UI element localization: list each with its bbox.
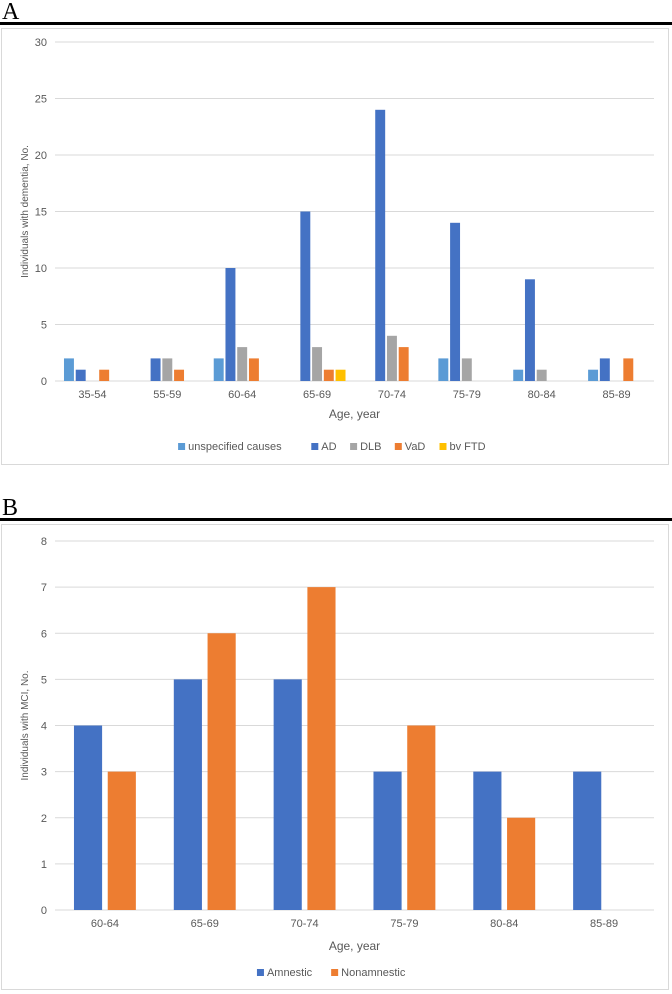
chart-b-y-axis-title: Individuals with MCI, No.	[20, 670, 31, 780]
chart-a-bar	[461, 358, 472, 381]
chart-a-ytick-label: 20	[35, 150, 47, 162]
chart-b-frame: 0 1 2 3 4 5 6 7 8 60-64 65-69 70-74 75-79 80-84 85-89 A…	[1, 524, 669, 990]
chart-a-legend-label: AD	[321, 441, 336, 453]
chart-a-frame: 0 5 10 15 20 25 30 35-54 55-59 60-64 65-69 70-74 75-…	[1, 28, 669, 465]
chart-b-xtick-label: 70-74	[291, 918, 319, 930]
panel-a-rule	[0, 22, 672, 25]
chart-a-bar	[237, 347, 248, 381]
chart-a-legend-swatch	[350, 443, 358, 450]
chart-b: 0 1 2 3 4 5 6 7 8 60-64 65-69 70-74 75-79 80-84 85-89 A…	[20, 536, 654, 979]
chart-b-legend-swatch	[256, 969, 264, 976]
chart-b-bar	[507, 817, 536, 910]
chart-a-bar	[162, 358, 173, 381]
chart-a-bar	[312, 347, 323, 381]
chart-b-ytick-label: 5	[41, 674, 47, 686]
chart-b-legend-label: Nonamnestic	[341, 967, 406, 979]
chart-b-xtick-label: 60-64	[91, 918, 119, 930]
chart-b-xtick-label: 80-84	[490, 918, 518, 930]
chart-a-bar	[300, 211, 311, 381]
panel-b-rule	[0, 518, 672, 521]
chart-a-bar	[524, 279, 535, 381]
chart-b-bar	[207, 633, 236, 910]
chart-a-bar	[623, 358, 634, 381]
chart-a-legend-label: bv FTD	[450, 441, 486, 453]
chart-a-ytick-label: 0	[41, 376, 47, 388]
panel-a-label: A	[2, 0, 20, 25]
chart-a-bar	[588, 369, 599, 381]
chart-b-ytick-label: 8	[41, 536, 47, 548]
chart-a-bar	[213, 358, 224, 381]
chart-a-xtick-label: 55-59	[153, 389, 181, 401]
chart-a-ytick-label: 30	[35, 37, 47, 49]
chart-a-bar	[75, 369, 86, 381]
chart-b-bar	[107, 771, 136, 910]
chart-a-legend-label: DLB	[360, 441, 381, 453]
chart-a-xtick-label: 35-54	[78, 389, 106, 401]
chart-a-xtick-label: 60-64	[228, 389, 256, 401]
chart-b-ytick-label: 7	[41, 582, 47, 594]
chart-a-ytick-label: 5	[41, 320, 47, 332]
chart-a-legend-label: VaD	[405, 441, 426, 453]
chart-b-ytick-label: 1	[41, 859, 47, 871]
chart-a-legend-swatch	[178, 443, 186, 450]
chart-a-bar	[438, 358, 449, 381]
chart-b-xtick-label: 85-89	[590, 918, 618, 930]
chart-a-bar	[513, 369, 524, 381]
chart-b-bar	[373, 771, 402, 910]
chart-a-xtick-label: 75-79	[453, 389, 481, 401]
chart-b-ytick-label: 4	[41, 721, 47, 733]
panel-b-label: B	[2, 495, 19, 521]
chart-a-bar	[386, 335, 397, 381]
chart-b-legend-label: Amnestic	[267, 967, 313, 979]
chart-b-bar	[573, 771, 602, 910]
chart-a-bar	[335, 369, 346, 381]
chart-a-xtick-label: 80-84	[528, 389, 556, 401]
chart-a-bar	[248, 358, 259, 381]
chart-a-bar	[63, 358, 74, 381]
chart-a-bar	[450, 222, 461, 381]
chart-a-y-axis-title: Individuals with dementia, No.	[20, 145, 31, 278]
chart-b-bar	[173, 679, 202, 910]
chart-a: 0 5 10 15 20 25 30 35-54 55-59 60-64 65-69 70-74 75-…	[20, 37, 654, 453]
chart-a-xtick-label: 65-69	[303, 389, 331, 401]
chart-b-xtick-label: 65-69	[191, 918, 219, 930]
chart-a-ytick-label: 25	[35, 94, 47, 106]
chart-b-bar	[73, 725, 103, 910]
chart-a-bar	[150, 358, 161, 381]
chart-a-xtick-label: 70-74	[378, 389, 406, 401]
chart-a-xtick-label: 85-89	[602, 389, 630, 401]
chart-b-xtick-label: 75-79	[390, 918, 418, 930]
chart-a-legend-swatch	[311, 443, 319, 450]
chart-a-bar	[536, 369, 547, 381]
chart-a-bar	[225, 268, 236, 381]
chart-a-legend-swatch	[439, 443, 447, 450]
chart-a-bar	[99, 369, 110, 381]
chart-a-bar	[323, 369, 334, 381]
chart-a-legend-swatch	[394, 443, 402, 450]
chart-a-bar	[599, 358, 610, 381]
chart-b-bar	[473, 771, 502, 910]
chart-a-legend-label: unspecified causes	[188, 441, 282, 453]
chart-b-ytick-label: 0	[41, 905, 47, 917]
chart-b-bar	[407, 725, 436, 910]
chart-a-bar	[398, 347, 409, 381]
chart-b-x-axis-title: Age, year	[329, 939, 380, 953]
chart-a-ytick-label: 15	[35, 207, 47, 219]
chart-b-ytick-label: 2	[41, 813, 47, 825]
chart-a-bar	[174, 369, 185, 381]
chart-a-bar	[375, 109, 386, 382]
chart-b-legend-swatch	[331, 969, 339, 976]
chart-b-ytick-label: 6	[41, 628, 47, 640]
chart-a-x-axis-title: Age, year	[329, 407, 380, 421]
chart-b-bar	[273, 679, 302, 910]
chart-b-bar	[307, 587, 336, 910]
chart-b-ytick-label: 3	[41, 767, 47, 779]
chart-a-ytick-label: 10	[35, 263, 47, 275]
